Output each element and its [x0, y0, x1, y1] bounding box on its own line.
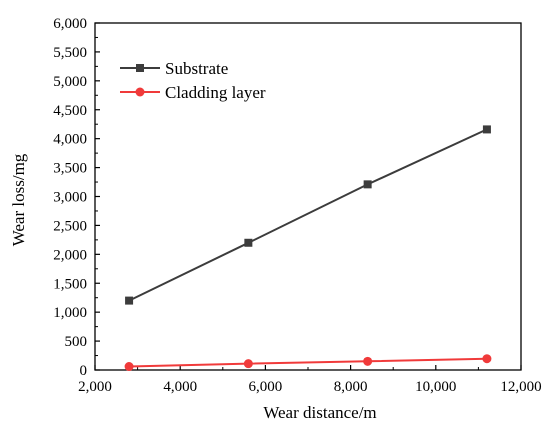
- legend-marker: [136, 64, 144, 72]
- y-tick-label: 4,500: [53, 103, 87, 119]
- data-point: [125, 296, 134, 305]
- y-tick-label: 500: [65, 334, 88, 350]
- plot-frame: [94, 22, 522, 371]
- x-tick-label: 2,000: [78, 379, 112, 395]
- data-point: [363, 356, 373, 366]
- series-layer: [124, 125, 492, 372]
- y-tick-label: 3,500: [53, 161, 87, 177]
- y-tick-label: 0: [80, 363, 88, 379]
- y-tick-label: 5,000: [53, 74, 87, 90]
- data-point: [363, 180, 372, 189]
- plot-area: [94, 22, 522, 371]
- legend-label: Cladding layer: [165, 83, 266, 102]
- legend: Substrate Cladding layer: [120, 59, 266, 102]
- data-point: [243, 359, 253, 369]
- x-tick-label: 6,000: [249, 379, 283, 395]
- y-tick-label: 2,500: [53, 218, 87, 234]
- data-point: [244, 238, 253, 247]
- y-tick-label: 1,000: [53, 305, 87, 321]
- data-point: [482, 354, 492, 364]
- y-tick-label: 1,500: [53, 276, 87, 292]
- y-tick-label: 3,000: [53, 190, 87, 206]
- x-tick-label: 4,000: [163, 379, 197, 395]
- series-substrate: [125, 125, 491, 305]
- series-cladding-layer: [124, 354, 492, 372]
- legend-marker: [135, 87, 145, 97]
- y-tick-label: 6,000: [53, 16, 87, 32]
- x-tick-label: 8,000: [334, 379, 368, 395]
- x-tick-label: 12,000: [500, 379, 541, 395]
- data-point: [482, 125, 491, 134]
- y-tick-label: 5,500: [53, 45, 87, 61]
- series-line: [129, 357, 487, 368]
- x-axis-title: Wear distance/m: [263, 403, 376, 422]
- y-tick-label: 2,000: [53, 247, 87, 263]
- x-tick-label: 10,000: [415, 379, 456, 395]
- series-line: [128, 128, 488, 302]
- y-axis-title: Wear loss/mg: [9, 153, 28, 246]
- legend-label: Substrate: [165, 59, 228, 78]
- y-tick-label: 4,000: [53, 132, 87, 148]
- y-axis: 0 500 1,000 1,500 2,000 2,500 3,000 3,500 4,000 4…: [53, 16, 100, 379]
- x-axis: 2,000 4,000 6,000 8,000 10,000 12,000: [78, 365, 542, 395]
- data-point: [124, 362, 134, 372]
